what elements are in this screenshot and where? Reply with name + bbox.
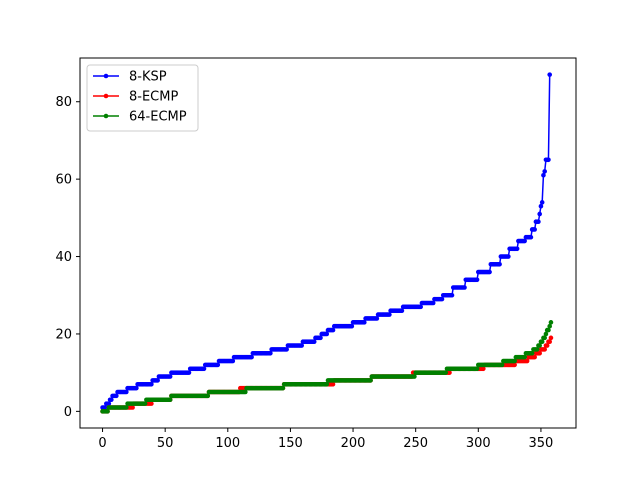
x-tick-label: 350: [529, 436, 554, 451]
data-point: [515, 247, 520, 252]
data-point: [532, 227, 537, 232]
x-tick-label: 200: [341, 436, 366, 451]
x-tick-label: 300: [466, 436, 491, 451]
data-point: [537, 212, 542, 217]
data-point: [497, 262, 502, 267]
data-point: [487, 270, 492, 275]
x-tick-label: 0: [98, 436, 106, 451]
data-point: [506, 254, 511, 259]
legend-marker-swatch: [104, 114, 109, 119]
legend-marker-swatch: [104, 94, 109, 99]
data-point: [549, 336, 554, 341]
data-point: [529, 235, 534, 240]
data-point: [540, 200, 545, 205]
legend: 8-KSP 8-ECMP 64-ECMP: [87, 65, 198, 131]
y-tick-label: 20: [55, 327, 72, 342]
legend-marker-swatch: [104, 74, 109, 79]
y-tick-label: 80: [55, 95, 72, 110]
x-tick-label: 50: [157, 436, 174, 451]
y-tick-label: 0: [64, 405, 72, 420]
data-point: [536, 219, 541, 224]
data-point: [450, 293, 455, 298]
data-point: [542, 169, 547, 174]
data-point: [546, 157, 551, 162]
x-tick-label: 250: [403, 436, 428, 451]
x-tick-label: 100: [215, 436, 240, 451]
legend-label: 8-ECMP: [129, 90, 178, 105]
x-tick-label: 150: [278, 436, 303, 451]
y-tick-label: 60: [55, 173, 72, 188]
data-point: [462, 285, 467, 290]
y-tick-label: 40: [55, 250, 72, 265]
data-point: [547, 72, 552, 77]
legend-label: 8-KSP: [129, 70, 167, 85]
legend-label: 64-ECMP: [129, 110, 187, 125]
data-point: [549, 320, 554, 325]
data-point: [475, 277, 480, 282]
